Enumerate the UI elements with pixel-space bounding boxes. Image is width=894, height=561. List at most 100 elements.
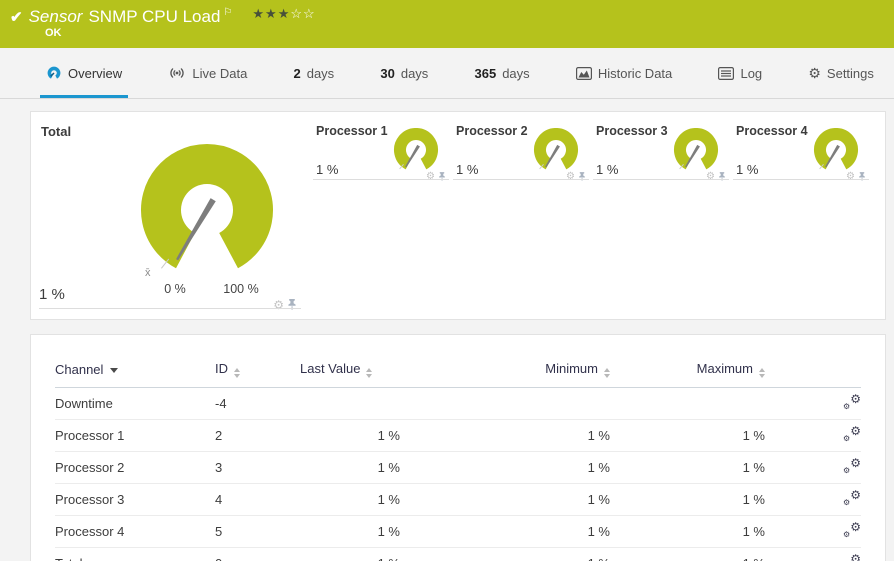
cell-minimum: 1 % [400,515,610,548]
pin-icon[interactable] [287,298,297,311]
status-badge: OK [45,27,62,39]
cell-maximum [610,387,765,420]
cell-actions: ⚙⚙ [765,451,861,484]
header-last-value-label: Last Value [300,361,361,376]
sort-icon [759,368,765,378]
tab-historic-data[interactable]: Historic Data [570,48,678,98]
average-tick [819,163,824,170]
cell-maximum: 1 % [610,547,765,561]
sort-icon [234,368,240,378]
cell-minimum: 1 % [400,419,610,452]
star-icon[interactable]: ★ [252,6,266,21]
channel-settings-icon[interactable]: ⚙⚙ [843,456,861,475]
processor-gauge[interactable] [389,128,443,174]
pin-icon[interactable] [718,171,726,182]
star-icon[interactable]: ★ [277,6,291,21]
cell-channel: Processor 4 [55,515,215,548]
pin-icon[interactable] [438,171,446,182]
cell-channel: Total [55,547,215,561]
channel-row[interactable]: Processor 3 4 1 % 1 % 1 % ⚙ ⚙ [55,483,861,516]
header-minimum[interactable]: Minimum [400,357,610,388]
gauge-needle [176,198,216,261]
tab-live-data[interactable]: Live Data [162,48,253,98]
flag-icon[interactable]: ⚐ [223,7,233,19]
divider [313,179,449,180]
processor-value-label: 1 % [596,162,619,177]
cell-id: 3 [215,451,300,484]
channel-settings-icon[interactable]: ⚙⚙ [843,392,861,411]
header-channel[interactable]: Channel [55,357,215,388]
cell-last-value: 1 % [300,451,400,484]
channel-row[interactable]: Processor 2 3 1 % 1 % 1 % ⚙ ⚙ [55,451,861,484]
tab-settings[interactable]: ⚙ Settings [802,48,880,98]
channel-settings-gear-icon[interactable]: ⚙ [566,171,575,182]
processor-value-label: 1 % [736,162,759,177]
processor-gauge[interactable] [529,128,583,174]
processor-gauge-title: Processor 4 [736,124,808,138]
star-icon[interactable]: ☆ [290,6,304,21]
divider [39,308,301,309]
cell-channel: Downtime [55,387,215,420]
table-header-row: Channel ID Last Value Minimum Maximum [55,357,861,388]
sort-icon [604,368,610,378]
gauge-needle [825,144,840,168]
channels-panel: Channel ID Last Value Minimum Maximum Do… [30,334,886,561]
cell-minimum: 1 % [400,483,610,516]
divider [593,179,729,180]
total-gauge-block[interactable]: Total x̄ 0 % 100 % 1 % ⚙ [31,112,311,319]
gauge-arc [534,128,578,170]
tab-30-days-number: 30 [380,65,395,81]
divider [453,179,589,180]
processor-value-label: 1 % [316,162,339,177]
sensor-header: ✔ Sensor SNMP CPU Load ⚐ ★★★☆☆ OK [0,0,894,48]
channel-settings-gear-icon[interactable]: ⚙ [706,171,715,182]
star-rating[interactable]: ★★★☆☆ [252,6,315,22]
total-gauge[interactable] [123,134,291,280]
live-data-icon [170,68,185,78]
gauge-max-label: 100 % [223,282,259,296]
cell-last-value: 1 % [300,483,400,516]
processor-gauge-block[interactable]: Processor 1 1 % ⚙ [311,112,451,319]
channel-settings-gear-icon[interactable]: ⚙ [426,171,435,182]
pin-icon[interactable] [858,171,866,182]
cell-maximum: 1 % [610,451,765,484]
gauge-arc [674,128,718,170]
tab-365-days[interactable]: 365 days [469,48,536,98]
channel-row[interactable]: Processor 1 2 1 % 1 % 1 % ⚙ ⚙ [55,419,861,452]
cell-id: -4 [215,387,300,420]
channel-settings-gear-icon[interactable]: ⚙ [273,298,284,312]
cell-maximum: 1 % [610,515,765,548]
star-icon[interactable]: ☆ [303,6,316,21]
gauges-panel: Total x̄ 0 % 100 % 1 % ⚙ Processor 1 [30,111,886,320]
star-icon[interactable]: ★ [265,6,278,21]
channel-row[interactable]: Downtime -4 ⚙ ⚙ [55,387,861,420]
processor-gauge-block[interactable]: Processor 3 1 % ⚙ [591,112,731,319]
processor-gauge-block[interactable]: Processor 2 1 % ⚙ [451,112,591,319]
tab-live-data-label: Live Data [192,65,248,81]
channel-settings-icon[interactable]: ⚙⚙ [850,552,861,561]
processor-gauge-block[interactable]: Processor 4 1 % ⚙ [731,112,871,319]
processor-gauge[interactable] [669,128,723,174]
average-tick [399,163,404,170]
channel-settings-icon[interactable]: ⚙⚙ [843,520,861,539]
cell-actions: ⚙⚙ [765,419,861,452]
processor-gauge[interactable] [809,128,863,174]
tab-overview[interactable]: Overview [40,48,129,98]
channels-table: Channel ID Last Value Minimum Maximum Do… [55,357,861,561]
header-minimum-label: Minimum [545,361,598,376]
channel-settings-gear-icon[interactable]: ⚙ [846,171,855,182]
header-id[interactable]: ID [215,357,300,388]
header-maximum[interactable]: Maximum [610,357,765,388]
channel-settings-icon[interactable]: ⚙⚙ [843,488,861,507]
channel-row[interactable]: Total 0 1 % 1 % 1 % ⚙⚙ [55,547,861,561]
tab-log[interactable]: Log [712,48,768,98]
channel-settings-icon[interactable]: ⚙⚙ [843,424,861,443]
tab-2-days[interactable]: 2 days [287,48,340,98]
average-tick [161,258,170,269]
cell-last-value: 1 % [300,547,400,561]
header-last-value[interactable]: Last Value [300,357,400,388]
tab-30-days[interactable]: 30 days [374,48,434,98]
channel-row[interactable]: Processor 4 5 1 % 1 % 1 % ⚙ ⚙ [55,515,861,548]
cell-minimum [400,387,610,420]
pin-icon[interactable] [578,171,586,182]
